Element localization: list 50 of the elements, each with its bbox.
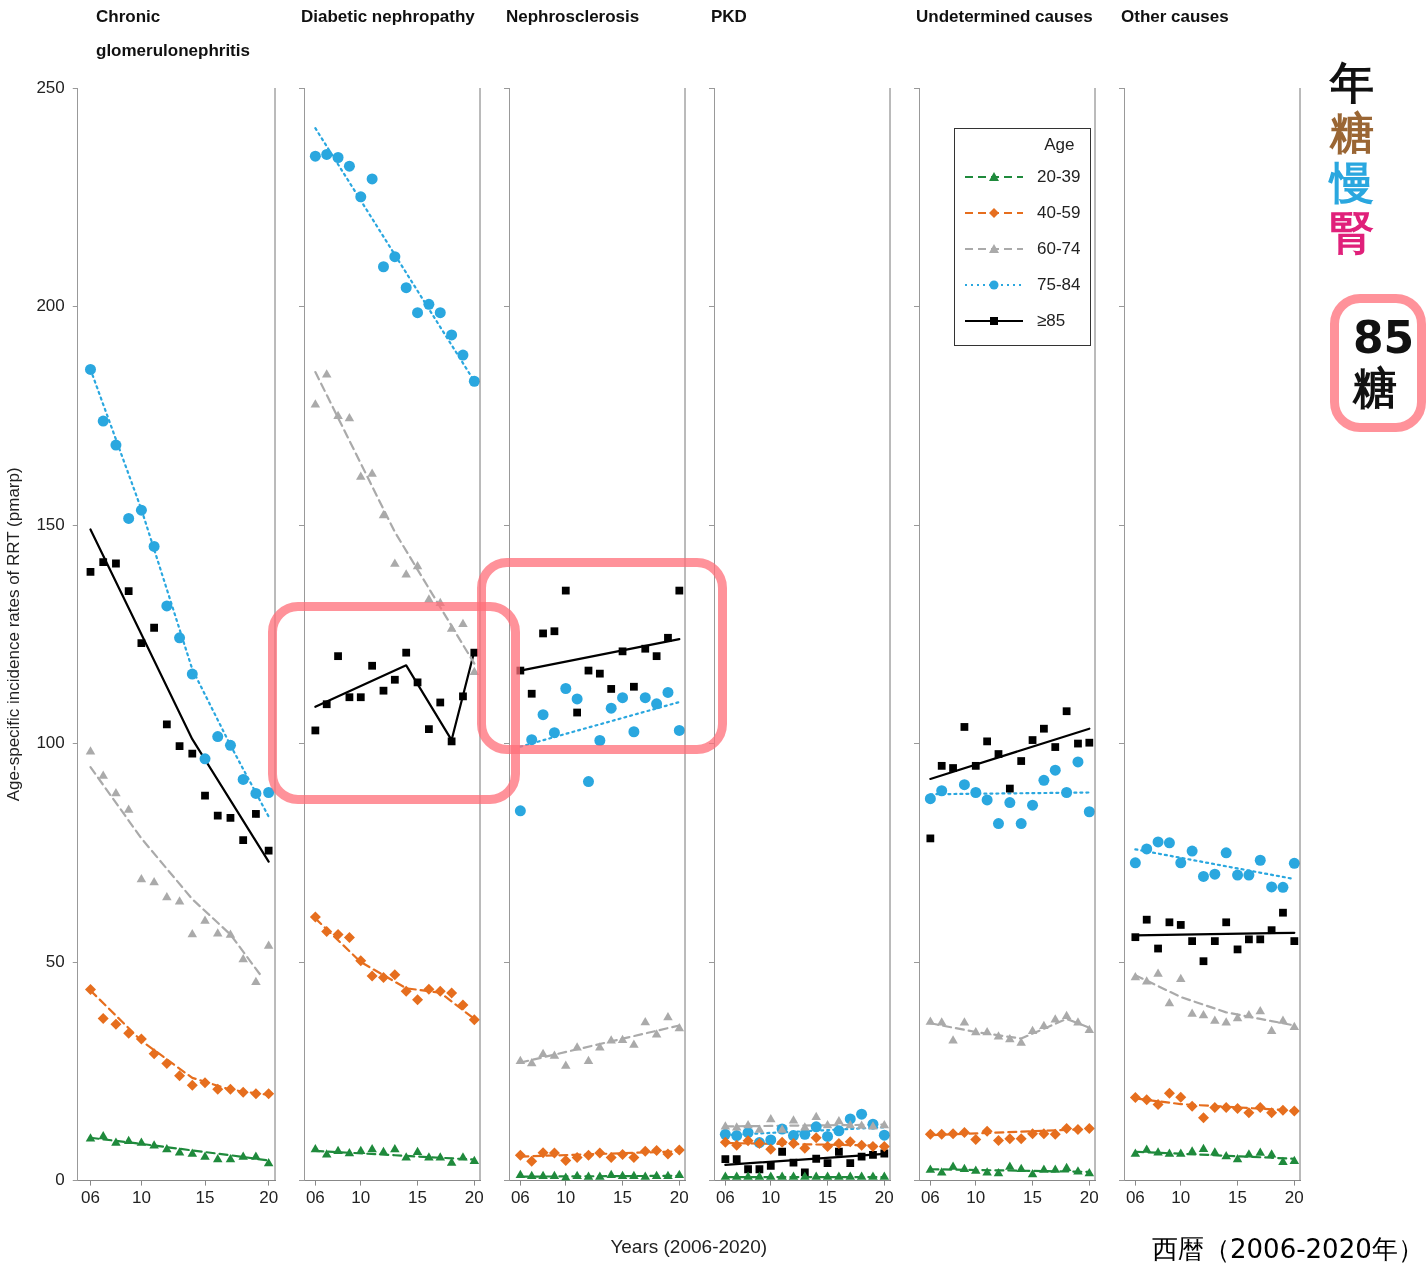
chart-title: Undetermined causes (915, 6, 1094, 28)
text: 糖 (1330, 107, 1375, 158)
legend-label: 60-74 (1037, 239, 1081, 259)
x-tick-label: 15 (1228, 1188, 1248, 1208)
x-tick-label: 06 (510, 1188, 530, 1208)
x-axis-title: Years (2006-2020) (610, 1236, 768, 1258)
x-tick-label: 10 (1171, 1188, 1191, 1208)
x-tick-label: 10 (131, 1188, 151, 1208)
x-tick-label: 10 (556, 1188, 576, 1208)
legend-label: 75-84 (1037, 275, 1081, 295)
legend-title: Age (1043, 135, 1076, 155)
x-tick-label: 06 (1125, 1188, 1145, 1208)
y-tick-label: 200 (36, 296, 65, 316)
x-tick-label: 20 (1284, 1188, 1304, 1208)
chart-title: Chronic glomerulonephritis (95, 6, 251, 62)
x-tick-label: 15 (408, 1188, 428, 1208)
chart-title: Nephrosclerosis (505, 6, 641, 28)
y-tick-label: 100 (36, 733, 65, 753)
rounded-frame: 85 糖 (1330, 294, 1426, 432)
chart-title: Diabetic nephropathy (300, 6, 476, 28)
x-tick-label: 10 (351, 1188, 371, 1208)
x-tick-label: 10 (966, 1188, 986, 1208)
x-tick-label: 15 (818, 1188, 838, 1208)
x-tick-label: 15 (613, 1188, 633, 1208)
text: 年 (1330, 57, 1375, 108)
x-tick-label: 06 (305, 1188, 325, 1208)
x-tick-label: 20 (1079, 1188, 1099, 1208)
y-tick-label: 150 (36, 514, 65, 534)
legend-label: 20-39 (1037, 167, 1081, 187)
x-tick-label: 20 (874, 1188, 894, 1208)
chart-title: Other causes (1120, 6, 1230, 28)
legend-label: 40-59 (1037, 203, 1081, 223)
text: 腎 (1330, 207, 1375, 258)
x-tick-label: 15 (1023, 1188, 1043, 1208)
x-tick-label: 10 (761, 1188, 781, 1208)
legend-label: ≥85 (1037, 311, 1066, 331)
y-tick-label: 0 (55, 1170, 65, 1190)
text: 西暦（2006-2020年） (1152, 1233, 1424, 1265)
y-axis-title: Age-specific incidence rates of RRT (pmarp) (3, 467, 23, 802)
x-tick-label: 15 (195, 1188, 215, 1208)
text: 慢 (1330, 157, 1375, 208)
x-tick-label: 06 (715, 1188, 735, 1208)
y-tick-label: 250 (36, 77, 65, 97)
chart-title: PKD (710, 6, 748, 28)
x-tick-label: 20 (464, 1188, 484, 1208)
x-tick-label: 20 (669, 1188, 689, 1208)
y-tick-label: 50 (45, 951, 65, 971)
x-tick-label: 20 (259, 1188, 279, 1208)
x-tick-label: 06 (920, 1188, 940, 1208)
x-tick-label: 06 (81, 1188, 100, 1208)
